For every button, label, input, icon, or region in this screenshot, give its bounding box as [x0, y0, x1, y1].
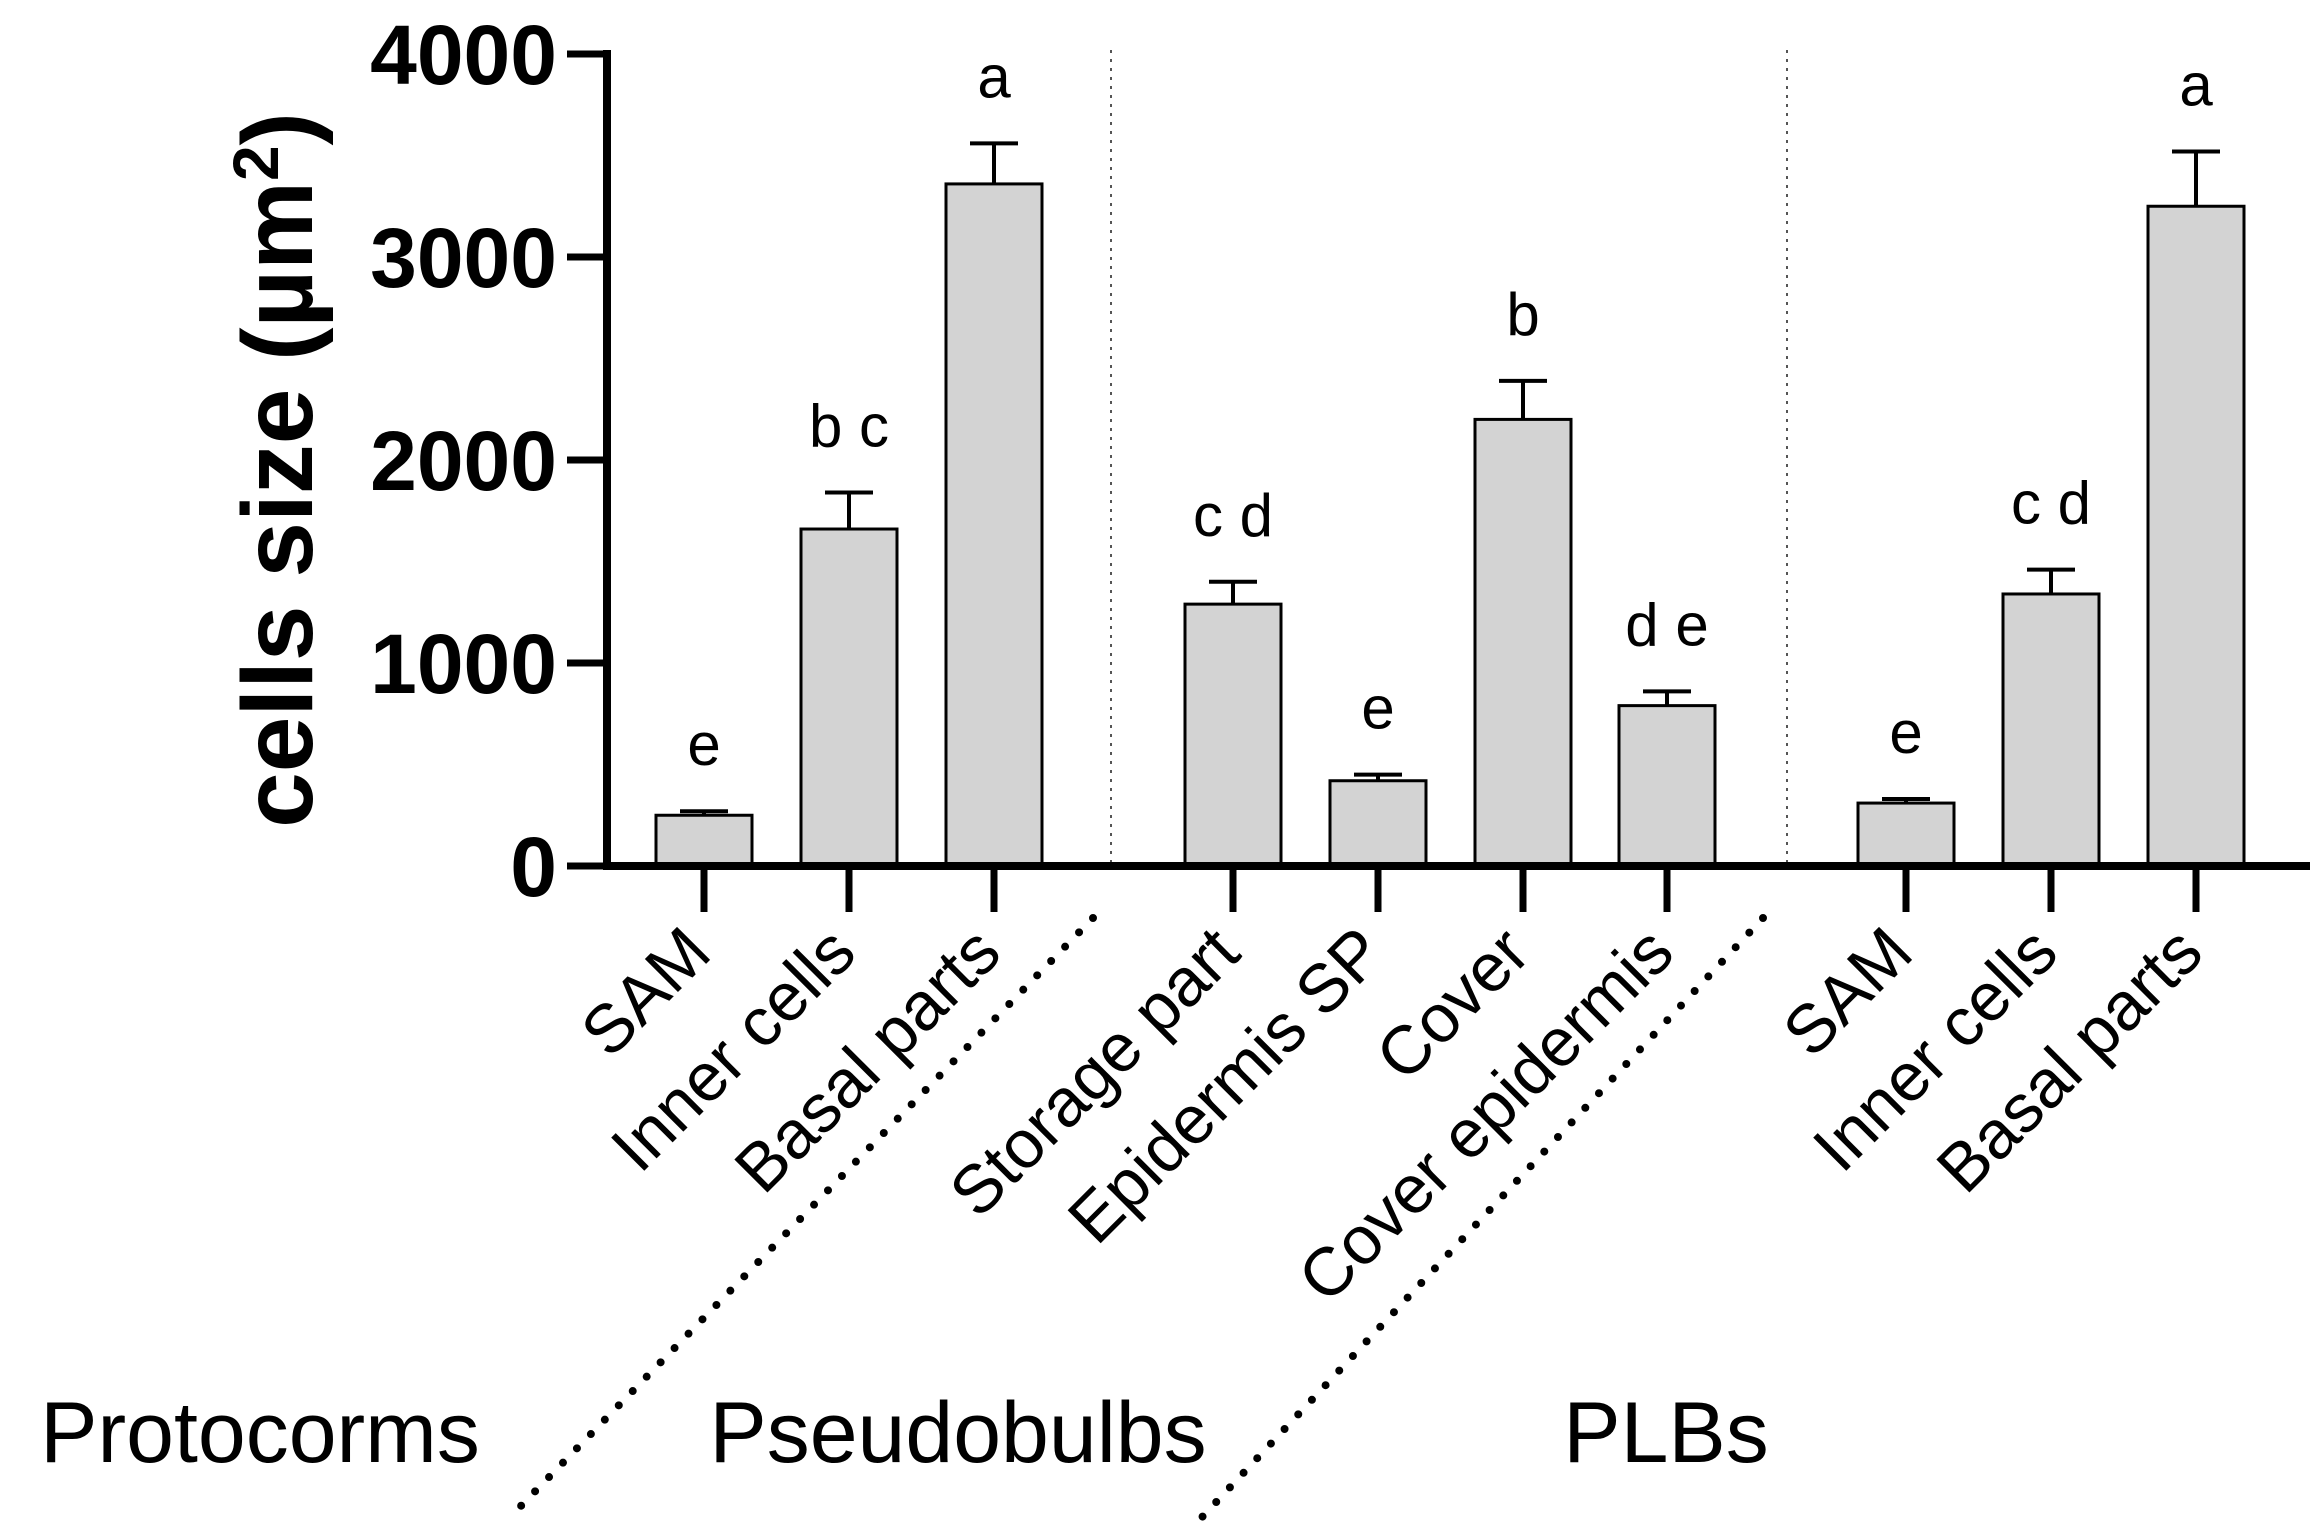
y-tick-label-0: 0: [510, 820, 557, 914]
y-axis: 0 1000 2000 3000 4000: [370, 8, 611, 914]
bar-8: [1856, 801, 1956, 868]
y-tick-label-3000: 3000: [370, 211, 557, 305]
significance-label-3: a: [977, 43, 1011, 110]
significance-label-7: d e: [1625, 591, 1708, 658]
bar-10: [2146, 204, 2246, 868]
significance-label-10: a: [2179, 51, 2213, 118]
bars: e b c a c d e b d e e c d a: [654, 43, 2246, 868]
significance-label-1: e: [687, 711, 720, 778]
y-tick-label-2000: 2000: [370, 414, 557, 508]
significance-label-4: c d: [1193, 482, 1273, 549]
bar-3: [944, 182, 1044, 868]
group-label-2: Pseudobulbs: [709, 1385, 1206, 1481]
group-separators: [1110, 50, 1788, 866]
bar-7: [1617, 704, 1717, 868]
group-divider-1: [511, 914, 1097, 1516]
y-axis-title: cells size (µm2): [220, 112, 334, 828]
group-label-1: Protocorms: [40, 1385, 480, 1481]
group-label-3: PLBs: [1563, 1385, 1769, 1481]
bar-4: [1183, 602, 1283, 868]
y-tick-label-1000: 1000: [370, 617, 557, 711]
significance-label-6: b: [1506, 281, 1539, 348]
bar-1: [654, 813, 754, 868]
significance-label-2: b c: [809, 392, 889, 459]
bar-5: [1328, 779, 1428, 868]
y-tick-label-4000: 4000: [370, 8, 557, 102]
bar-9: [2001, 592, 2101, 868]
significance-label-8: e: [1889, 699, 1922, 766]
group-divider-2: [1186, 914, 1767, 1534]
significance-label-9: c d: [2011, 470, 2091, 537]
group-labels: Protocorms Pseudobulbs PLBs: [40, 914, 1769, 1534]
significance-label-5: e: [1361, 675, 1394, 742]
bar-2: [799, 527, 899, 868]
bar-6: [1473, 417, 1573, 868]
